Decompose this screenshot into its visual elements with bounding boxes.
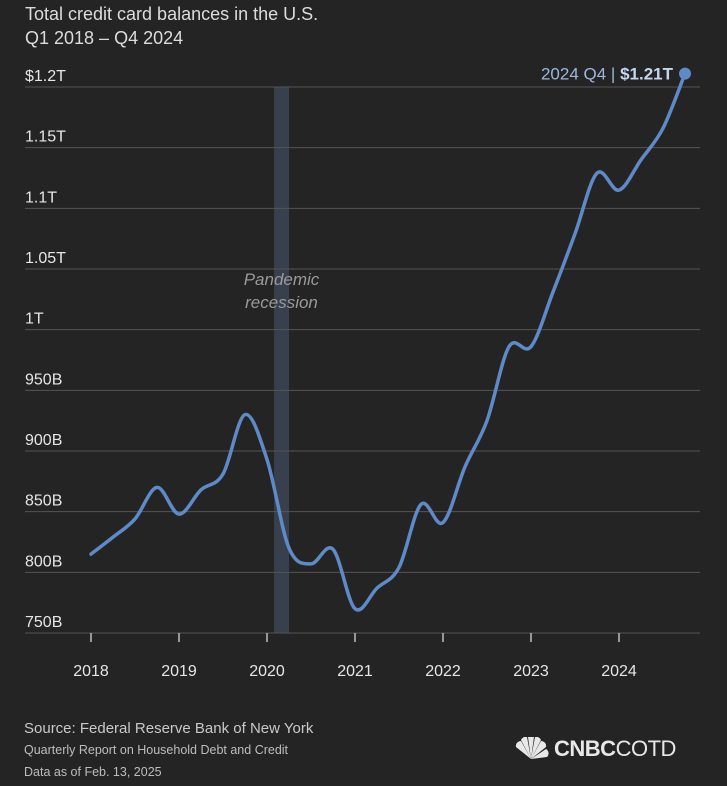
chart-title: Total credit card balances in the U.S. xyxy=(25,4,319,24)
chart-subtitle: Q1 2018 – Q4 2024 xyxy=(25,28,184,48)
x-tick-label: 2023 xyxy=(513,663,549,680)
end-annotation-value: $1.21T xyxy=(620,65,674,84)
end-point-marker xyxy=(679,67,691,80)
y-tick-label: 1.1T xyxy=(25,189,57,206)
y-tick-label: 950B xyxy=(25,371,62,388)
y-tick-label: 850B xyxy=(25,493,62,510)
report-text: Quarterly Report on Household Debt and C… xyxy=(24,743,289,757)
brand-cnbc: CNBC xyxy=(554,736,616,761)
asof-text: Data as of Feb. 13, 2025 xyxy=(24,765,162,779)
source-block: Source: Federal Reserve Bank of New York… xyxy=(24,719,313,783)
brand-cotd: COTD xyxy=(615,736,677,761)
peacock-icon xyxy=(515,737,549,759)
x-tick-label: 2022 xyxy=(425,663,461,680)
x-tick-label: 2021 xyxy=(337,663,373,680)
recession-band xyxy=(274,87,289,633)
y-tick-label: 750B xyxy=(25,614,62,631)
end-annotation: 2024 Q4 | $1.21T xyxy=(541,65,674,84)
y-tick-label: 1T xyxy=(25,311,44,328)
x-tick-label: 2018 xyxy=(73,663,109,680)
x-tick-label: 2019 xyxy=(161,663,197,680)
y-tick-label: 1.15T xyxy=(25,129,66,146)
recession-label-line2: recession xyxy=(245,293,318,312)
line-chart: $1.2T 1.15T 1.1T 1.05T 1T 950B 900B 850B 800B 750… xyxy=(25,65,700,680)
cnbc-cotd-logo: CNBC COTD xyxy=(510,736,676,762)
series-line xyxy=(89,71,687,612)
x-tick-label: 2024 xyxy=(601,663,637,680)
chart-title-block: Total credit card balances in the U.S. Q… xyxy=(25,2,318,50)
y-tick-label: 900B xyxy=(25,432,62,449)
x-tick-label: 2020 xyxy=(249,663,285,680)
source-text: Source: Federal Reserve Bank of New York xyxy=(24,720,314,737)
y-tick-label: 800B xyxy=(25,553,62,570)
y-tick-label: $1.2T xyxy=(25,68,66,85)
recession-label-line1: Pandemic xyxy=(244,270,320,289)
end-annotation-label: 2024 Q4 | xyxy=(541,65,620,84)
y-tick-label: 1.05T xyxy=(25,250,66,267)
